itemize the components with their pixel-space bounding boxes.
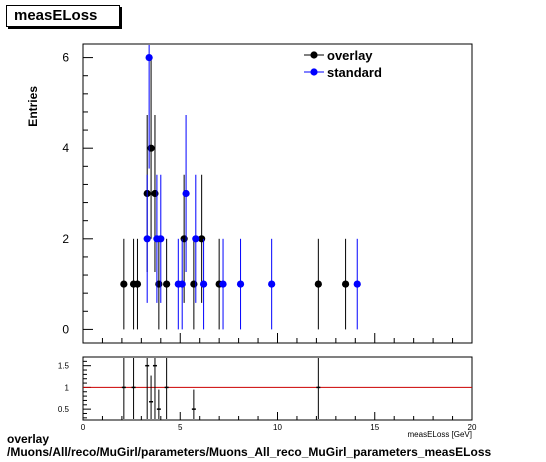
footer-label: overlay bbox=[7, 432, 50, 446]
ratio-y-tick-label: 1.5 bbox=[58, 362, 70, 371]
ratio-plot-frame bbox=[82, 356, 473, 421]
overlay-data-point bbox=[133, 280, 142, 288]
overlay-data-point bbox=[120, 280, 128, 288]
standard-data-point bbox=[219, 280, 227, 288]
overlay-data-point bbox=[151, 189, 159, 198]
footer-path: /Muons/All/reco/MuGirl/parameters/Muons_… bbox=[7, 445, 492, 459]
overlay-data-point bbox=[155, 280, 163, 288]
x-tick-label: 10 bbox=[273, 423, 282, 432]
legend-marker-standard bbox=[310, 68, 318, 76]
overlay-data-point bbox=[314, 280, 322, 288]
overlay-data-point bbox=[180, 235, 188, 243]
overlay-data-point bbox=[190, 280, 198, 288]
standard-data-point bbox=[182, 189, 190, 198]
standard-data-point bbox=[268, 280, 276, 288]
x-tick-label: 0 bbox=[81, 423, 86, 432]
x-tick-label: 15 bbox=[370, 423, 379, 432]
y-tick-label: 4 bbox=[62, 141, 69, 155]
legend-label-standard: standard bbox=[327, 65, 382, 80]
ratio-y-tick-label: 0.5 bbox=[58, 405, 70, 414]
y-tick-label: 2 bbox=[62, 232, 69, 246]
standard-data-point bbox=[157, 235, 165, 243]
legend-label-overlay: overlay bbox=[327, 48, 373, 63]
x-axis-label: measELoss [GeV] bbox=[408, 430, 472, 439]
standard-data-point bbox=[143, 235, 151, 243]
x-tick-label: 5 bbox=[178, 423, 183, 432]
legend-marker-overlay bbox=[310, 51, 318, 59]
x-tick-label: 20 bbox=[468, 423, 477, 432]
standard-data-point bbox=[199, 280, 208, 288]
main-plot-frame bbox=[82, 43, 473, 344]
overlay-data-point bbox=[163, 280, 171, 288]
histogram-title: measELoss bbox=[6, 5, 120, 27]
overlay-data-point bbox=[341, 280, 350, 288]
standard-data-point bbox=[178, 280, 186, 288]
standard-data-point bbox=[145, 53, 153, 62]
ratio-y-tick-label: 1 bbox=[65, 383, 70, 392]
y-tick-label: 0 bbox=[62, 322, 69, 336]
overlay-data-point bbox=[147, 144, 155, 152]
y-tick-label: 6 bbox=[62, 51, 69, 65]
histogram-title-text: measELoss bbox=[14, 7, 98, 24]
standard-data-point bbox=[236, 280, 245, 288]
standard-data-point bbox=[353, 280, 361, 288]
standard-data-point bbox=[192, 235, 200, 243]
y-axis-label: Entries bbox=[26, 86, 40, 127]
